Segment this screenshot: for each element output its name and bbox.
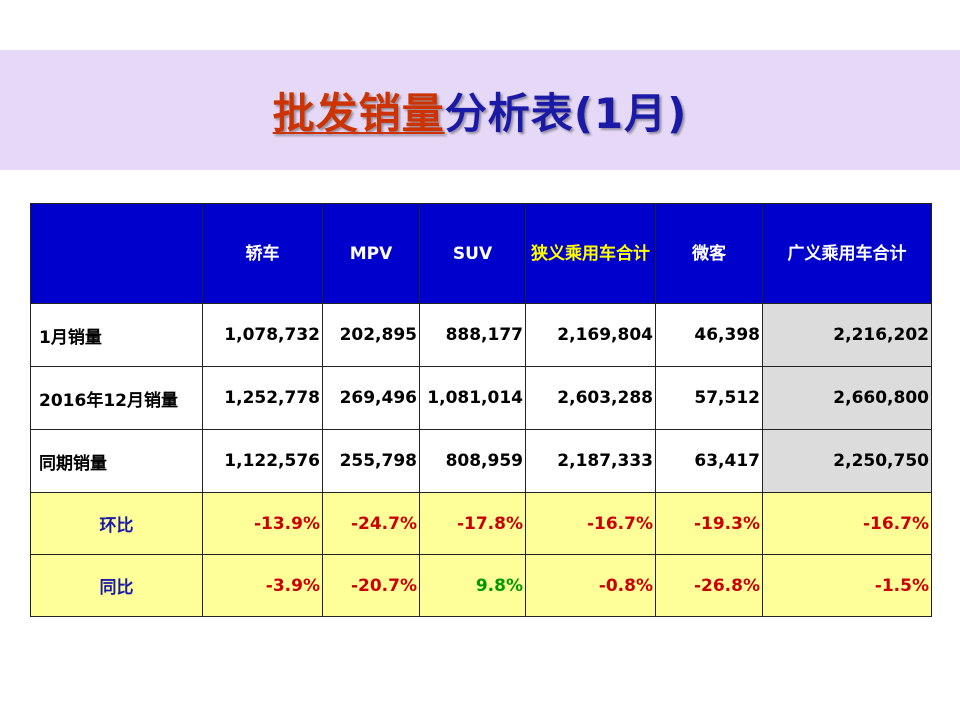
title-band [0, 50, 960, 170]
ratio-cell: -0.8% [525, 554, 656, 617]
table-cell: 2,169,804 [525, 303, 656, 367]
ratio-cell: -1.5% [762, 554, 932, 617]
ratio-cell: -17.8% [419, 492, 526, 555]
table-cell: 1,122,576 [202, 429, 323, 493]
table-cell: 1,081,014 [419, 366, 526, 430]
ratio-cell: -13.9% [202, 492, 323, 555]
table-header-row: 轿车 MPV SUV 狭义乘用车合计 微客 广义乘用车合计 [30, 203, 932, 304]
ratio-row: 同比 -3.9% -20.7% 9.8% -0.8% -26.8% -1.5% [30, 554, 932, 617]
table-cell: 269,496 [322, 366, 420, 430]
sales-table: 轿车 MPV SUV 狭义乘用车合计 微客 广义乘用车合计 1月销量 1,078… [30, 203, 932, 617]
table-row: 2016年12月销量 1,252,778 269,496 1,081,014 2… [30, 366, 932, 430]
table-cell: 2,603,288 [525, 366, 656, 430]
ratio-row: 环比 -13.9% -24.7% -17.8% -16.7% -19.3% -1… [30, 492, 932, 555]
header-cell-narrow-total: 狭义乘用车合计 [525, 203, 656, 304]
table-cell: 1,252,778 [202, 366, 323, 430]
table-cell: 808,959 [419, 429, 526, 493]
table-cell: 57,512 [655, 366, 763, 430]
table-cell-total: 2,216,202 [762, 303, 932, 367]
table-cell: 888,177 [419, 303, 526, 367]
ratio-cell: -3.9% [202, 554, 323, 617]
table-cell-total: 2,250,750 [762, 429, 932, 493]
ratio-cell: 9.8% [419, 554, 526, 617]
ratio-cell: -26.8% [655, 554, 763, 617]
ratio-cell: -24.7% [322, 492, 420, 555]
table-row: 1月销量 1,078,732 202,895 888,177 2,169,804… [30, 303, 932, 367]
ratio-cell: -16.7% [525, 492, 656, 555]
table-cell: 202,895 [322, 303, 420, 367]
ratio-label: 环比 [30, 492, 203, 555]
table-cell: 2,187,333 [525, 429, 656, 493]
table-cell: 255,798 [322, 429, 420, 493]
table-cell: 46,398 [655, 303, 763, 367]
ratio-cell: -19.3% [655, 492, 763, 555]
row-label: 1月销量 [30, 303, 203, 367]
title-highlight: 批发销量 [272, 89, 445, 138]
header-cell-suv: SUV [419, 203, 526, 304]
table-row: 同期销量 1,122,576 255,798 808,959 2,187,333… [30, 429, 932, 493]
table-cell: 1,078,732 [202, 303, 323, 367]
header-cell-mpv: MPV [322, 203, 420, 304]
table-cell: 63,417 [655, 429, 763, 493]
ratio-label: 同比 [30, 554, 203, 617]
ratio-cell: -20.7% [322, 554, 420, 617]
page-title: 批发销量分析表(1月) [0, 80, 960, 141]
header-cell-minivan: 微客 [655, 203, 763, 304]
header-cell-empty [30, 203, 203, 304]
title-rest: 分析表(1月) [444, 89, 688, 138]
table-cell-total: 2,660,800 [762, 366, 932, 430]
header-cell-broad-total: 广义乘用车合计 [762, 203, 932, 304]
ratio-cell: -16.7% [762, 492, 932, 555]
row-label: 2016年12月销量 [30, 366, 203, 430]
header-cell-sedan: 轿车 [202, 203, 323, 304]
row-label: 同期销量 [30, 429, 203, 493]
